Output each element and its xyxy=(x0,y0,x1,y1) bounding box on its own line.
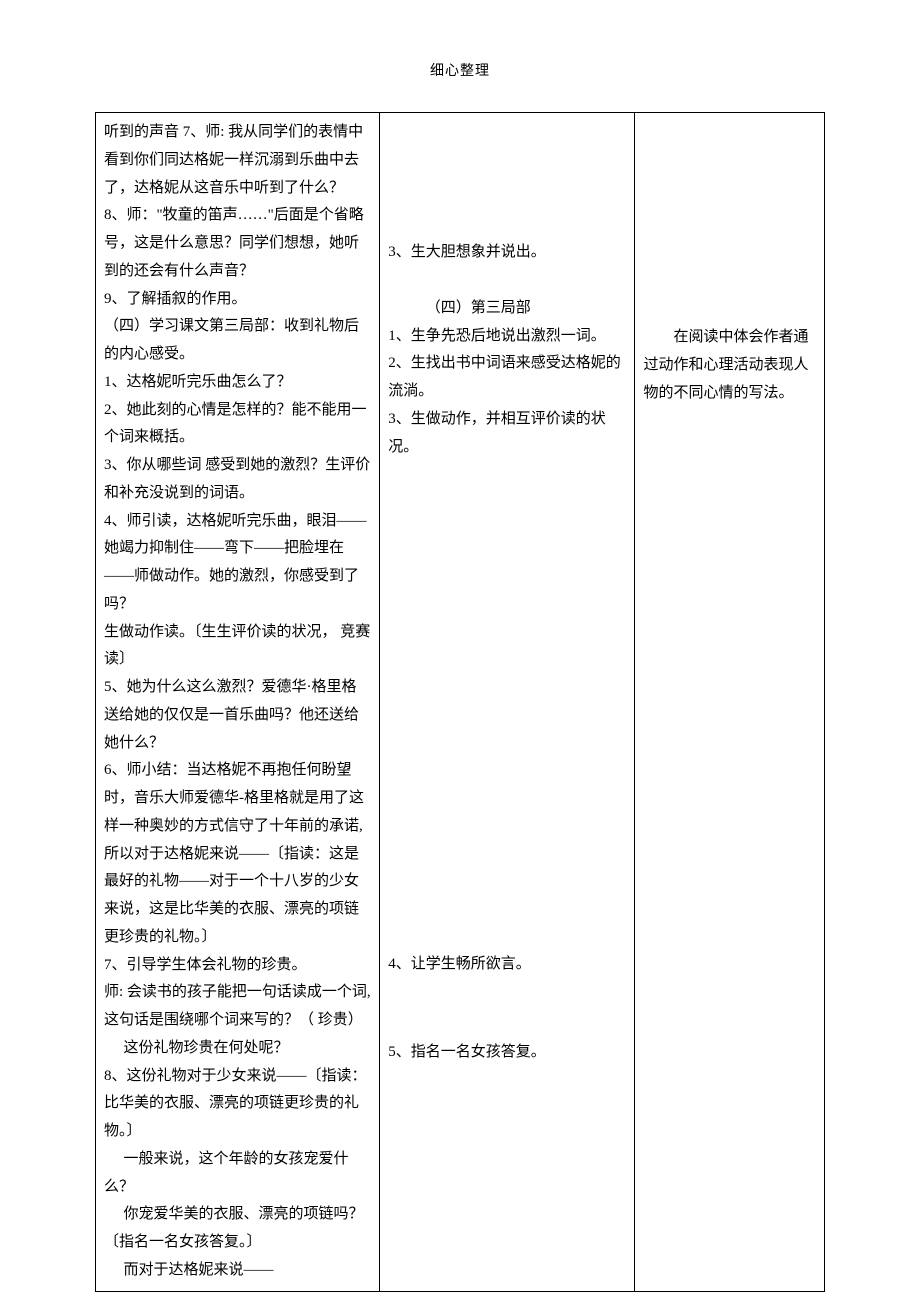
para: 生做动作读。〔生生评价读的状况， 竞赛读〕 xyxy=(104,619,371,675)
para: 6、师小结：当达格妮不再抱任何盼望时，音乐大师爱德华-格里格就是用了这样一种奥妙… xyxy=(104,757,371,951)
para: 2、生找出书中词语来感受达格妮的流淌。 xyxy=(388,350,626,406)
para: 3、生做动作，并相互评价读的状况。 xyxy=(388,406,626,462)
para: 你宠爱华美的衣服、漂亮的项链吗？〔指名一名女孩答复。〕 xyxy=(104,1201,371,1257)
para: 5、指名一名女孩答复。 xyxy=(388,1039,626,1067)
para: 1、达格妮听完乐曲怎么了？ xyxy=(104,369,371,397)
para: 师: 会读书的孩子能把一句话读成一个词,这句话是围绕哪个词来写的？（ 珍贵） xyxy=(104,979,371,1035)
para: 在阅读中体会作者通过动作和心理活动表现人物的不同心情的写法。 xyxy=(643,324,816,407)
para: 7、引导学生体会礼物的珍贵。 xyxy=(104,952,371,980)
lesson-plan-table: 听到的声音 7、师: 我从同学们的表情中看到你们同达格妮一样沉溺到乐曲中去了，达… xyxy=(95,112,825,1292)
para: 听到的声音 7、师: 我从同学们的表情中看到你们同达格妮一样沉溺到乐曲中去了，达… xyxy=(104,119,371,202)
page-header: 细心整理 xyxy=(95,60,825,80)
para: 8、师："牧童的笛声……"后面是个省略号，这是什么意思？同学们想想，她听到的还会… xyxy=(104,202,371,285)
para: 而对于达格妮来说—— xyxy=(104,1257,371,1285)
para: （四）第三局部 xyxy=(388,295,626,323)
para: 一般来说，这个年龄的女孩宠爱什么？ xyxy=(104,1146,371,1202)
para: 8、这份礼物对于少女来说——〔指读：比华美的衣服、漂亮的项链更珍贵的礼物。〕 xyxy=(104,1063,371,1146)
para: 9、了解插叙的作用。 xyxy=(104,286,371,314)
para: 1、生争先恐后地说出激烈一词。 xyxy=(388,323,626,351)
para: 4、师引读，达格妮听完乐曲，眼泪——她竭力抑制住——弯下——把脸埋在——师做动作… xyxy=(104,508,371,619)
para: 这份礼物珍贵在何处呢？ xyxy=(104,1035,371,1063)
para: 3、你从哪些词 感受到她的激烈？生评价和补充没说到的词语。 xyxy=(104,452,371,508)
table-row: 听到的声音 7、师: 我从同学们的表情中看到你们同达格妮一样沉溺到乐曲中去了，达… xyxy=(96,113,825,1292)
mid-cell: 3、生大胆想象并说出。 （四）第三局部 1、生争先恐后地说出激烈一词。 2、生找… xyxy=(380,113,635,1292)
para: 5、她为什么这么激烈？爱德华·格里格送给她的仅仅是一首乐曲吗？他还送给她什么？ xyxy=(104,674,371,757)
para: 3、生大胆想象并说出。 xyxy=(388,239,626,267)
para: 4、让学生畅所欲言。 xyxy=(388,951,626,979)
left-cell: 听到的声音 7、师: 我从同学们的表情中看到你们同达格妮一样沉溺到乐曲中去了，达… xyxy=(96,113,380,1292)
para: 2、她此刻的心情是怎样的？能不能用一个词来概括。 xyxy=(104,397,371,453)
right-cell: 在阅读中体会作者通过动作和心理活动表现人物的不同心情的写法。 xyxy=(635,113,825,1292)
para: （四）学习课文第三局部：收到礼物后的内心感受。 xyxy=(104,313,371,369)
